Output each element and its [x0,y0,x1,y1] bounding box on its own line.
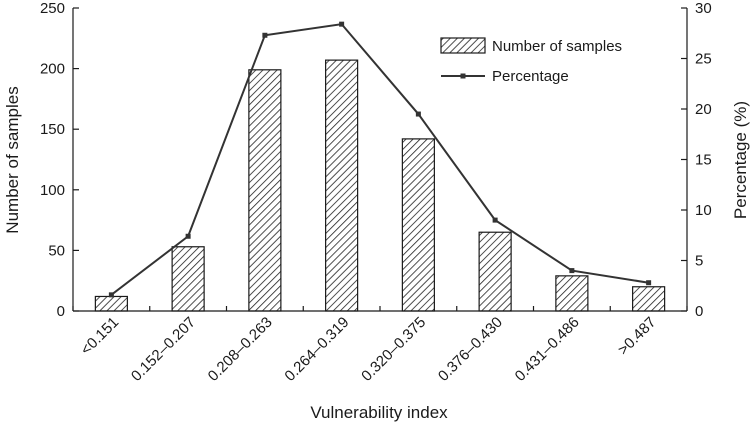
bar-4 [325,59,359,312]
bar-5 [401,138,435,312]
bar-8 [632,286,666,312]
bar-3 [248,69,282,312]
y-left-tick-label-1: 50 [48,242,65,259]
x-tick-label-1: <0.151 [77,314,122,359]
legend-label-samples: Number of samples [492,38,622,55]
y-axis-title: Number of samples [3,86,22,233]
x-tick-label-4: 0.264–0.319 [281,314,352,385]
x-tick-label-5: 0.320–0.375 [358,314,429,385]
bar-2 [171,246,205,312]
x-tick-label-6: 0.376–0.430 [435,314,506,385]
percentage-point-7 [569,268,575,274]
y-left-tick-label-4: 200 [40,61,65,78]
percentage-point-8 [646,280,652,286]
percentage-point-4 [339,21,345,27]
bar-1 [94,295,128,312]
percentage-point-3 [262,32,268,38]
bar-6 [478,231,512,312]
percentage-point-2 [185,233,191,239]
legend-swatch-percentage-marker [460,73,466,79]
legend-label-percentage: Percentage [492,68,569,85]
y-left-tick-label-3: 150 [40,121,65,138]
x-tick-label-7: 0.431–0.486 [512,314,583,385]
y-left-tick-label-2: 100 [40,182,65,199]
y-right-tick-label-5: 25 [695,51,712,68]
y-right-tick-label-6: 30 [695,0,712,17]
percentage-point-5 [415,111,421,117]
x-tick-label-2: 0.152–0.207 [128,314,199,385]
y-right-tick-label-2: 10 [695,202,712,219]
x-tick-label-3: 0.208–0.263 [205,314,276,385]
x-tick-label-8: >0.487 [615,314,660,359]
legend-swatch-samples [440,37,486,54]
percentage-point-6 [492,217,498,223]
y-left-tick-label-5: 250 [40,0,65,17]
bar-7 [555,275,589,312]
y-right-tick-label-1: 5 [695,253,703,270]
y-left-tick-label-0: 0 [57,303,65,320]
y-right-tick-label-4: 20 [695,101,712,118]
percentage-line [110,23,649,296]
y-right-tick-label-3: 15 [695,152,712,169]
y2-axis-title: Percentage (%) [731,101,750,219]
y-right-tick-label-0: 0 [695,303,703,320]
percentage-point-1 [108,292,114,298]
x-axis-title: Vulnerability index [310,403,448,422]
